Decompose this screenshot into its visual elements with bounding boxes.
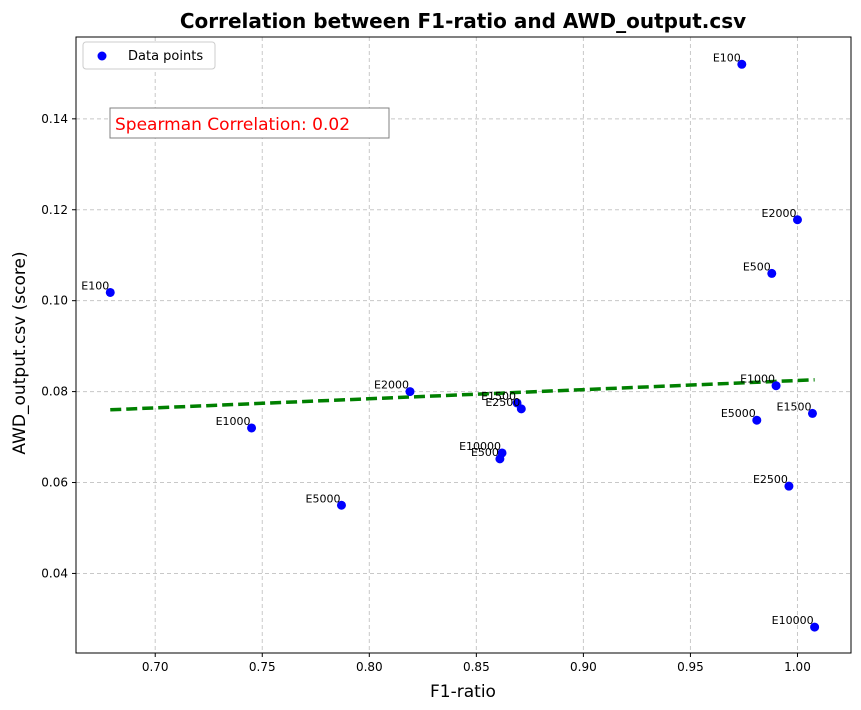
x-tick-label: 0.90 xyxy=(570,660,597,674)
data-point-label: E5000 xyxy=(721,407,756,420)
data-point-label: E5000 xyxy=(306,492,341,505)
x-tick-label: 1.00 xyxy=(784,660,811,674)
data-point-label: E500 xyxy=(743,260,771,273)
data-point xyxy=(405,387,415,397)
data-point-label: E500 xyxy=(471,446,499,459)
point-labels: E100E1000E5000E2000E500E10000E1500E2500E… xyxy=(81,51,813,627)
annotation-text: Spearman Correlation: 0.02 xyxy=(115,115,350,135)
x-tick-label: 0.80 xyxy=(356,660,383,674)
y-axis-title: AWD_output.csv (score) xyxy=(10,251,30,454)
data-point-label: E1000 xyxy=(216,415,251,428)
y-axis-ticks: 0.04 0.06 0.08 0.10 0.12 0.14 xyxy=(41,112,76,580)
data-point-label: E100 xyxy=(713,51,741,64)
data-point xyxy=(516,404,526,414)
trend-line xyxy=(110,378,815,412)
x-tick-label: 0.70 xyxy=(142,660,169,674)
data-point xyxy=(336,500,346,510)
x-tick-label: 0.75 xyxy=(249,660,276,674)
x-axis-ticks: 0.70 0.75 0.80 0.85 0.90 0.95 1.00 xyxy=(142,653,811,674)
data-point xyxy=(784,481,794,491)
x-tick-label: 0.95 xyxy=(677,660,704,674)
x-axis-title: F1-ratio xyxy=(430,682,496,702)
data-point-label: E2500 xyxy=(485,396,520,409)
data-point xyxy=(807,408,817,418)
data-point-label: E100 xyxy=(81,279,109,292)
data-point xyxy=(247,423,257,433)
data-points xyxy=(105,59,820,632)
plot-frame xyxy=(75,36,852,654)
data-point xyxy=(771,381,781,391)
y-tick-label: 0.14 xyxy=(41,112,68,126)
y-tick-label: 0.08 xyxy=(41,385,68,399)
data-point-label: E2000 xyxy=(374,379,409,392)
data-point xyxy=(497,448,507,458)
legend: Data points xyxy=(82,41,216,70)
chart-title: Correlation between F1-ratio and AWD_out… xyxy=(180,9,746,33)
y-tick-label: 0.10 xyxy=(41,294,68,308)
legend-entry: Data points xyxy=(128,49,203,64)
trend-line-group xyxy=(110,378,815,412)
correlation-annotation: Spearman Correlation: 0.02 xyxy=(109,107,390,139)
y-tick-label: 0.06 xyxy=(41,476,68,490)
data-point-label: E1000 xyxy=(740,373,775,386)
data-point-label: E1500 xyxy=(777,400,812,413)
data-point-label: E10000 xyxy=(459,440,501,453)
data-point xyxy=(105,287,115,297)
x-tick-label: 0.85 xyxy=(463,660,490,674)
data-point xyxy=(792,215,802,225)
legend-marker xyxy=(97,51,107,61)
data-point-label: E2500 xyxy=(753,473,788,486)
y-tick-label: 0.12 xyxy=(41,203,68,217)
data-point xyxy=(767,268,777,278)
data-point-label: E10000 xyxy=(772,614,814,627)
data-point-label: E1500 xyxy=(481,390,516,403)
annotation-box xyxy=(109,107,390,139)
y-tick-label: 0.04 xyxy=(41,566,68,580)
data-point xyxy=(810,622,820,632)
data-point xyxy=(737,59,747,69)
data-point xyxy=(752,415,762,425)
data-point-label: E2000 xyxy=(762,207,797,220)
legend-box xyxy=(82,41,216,70)
